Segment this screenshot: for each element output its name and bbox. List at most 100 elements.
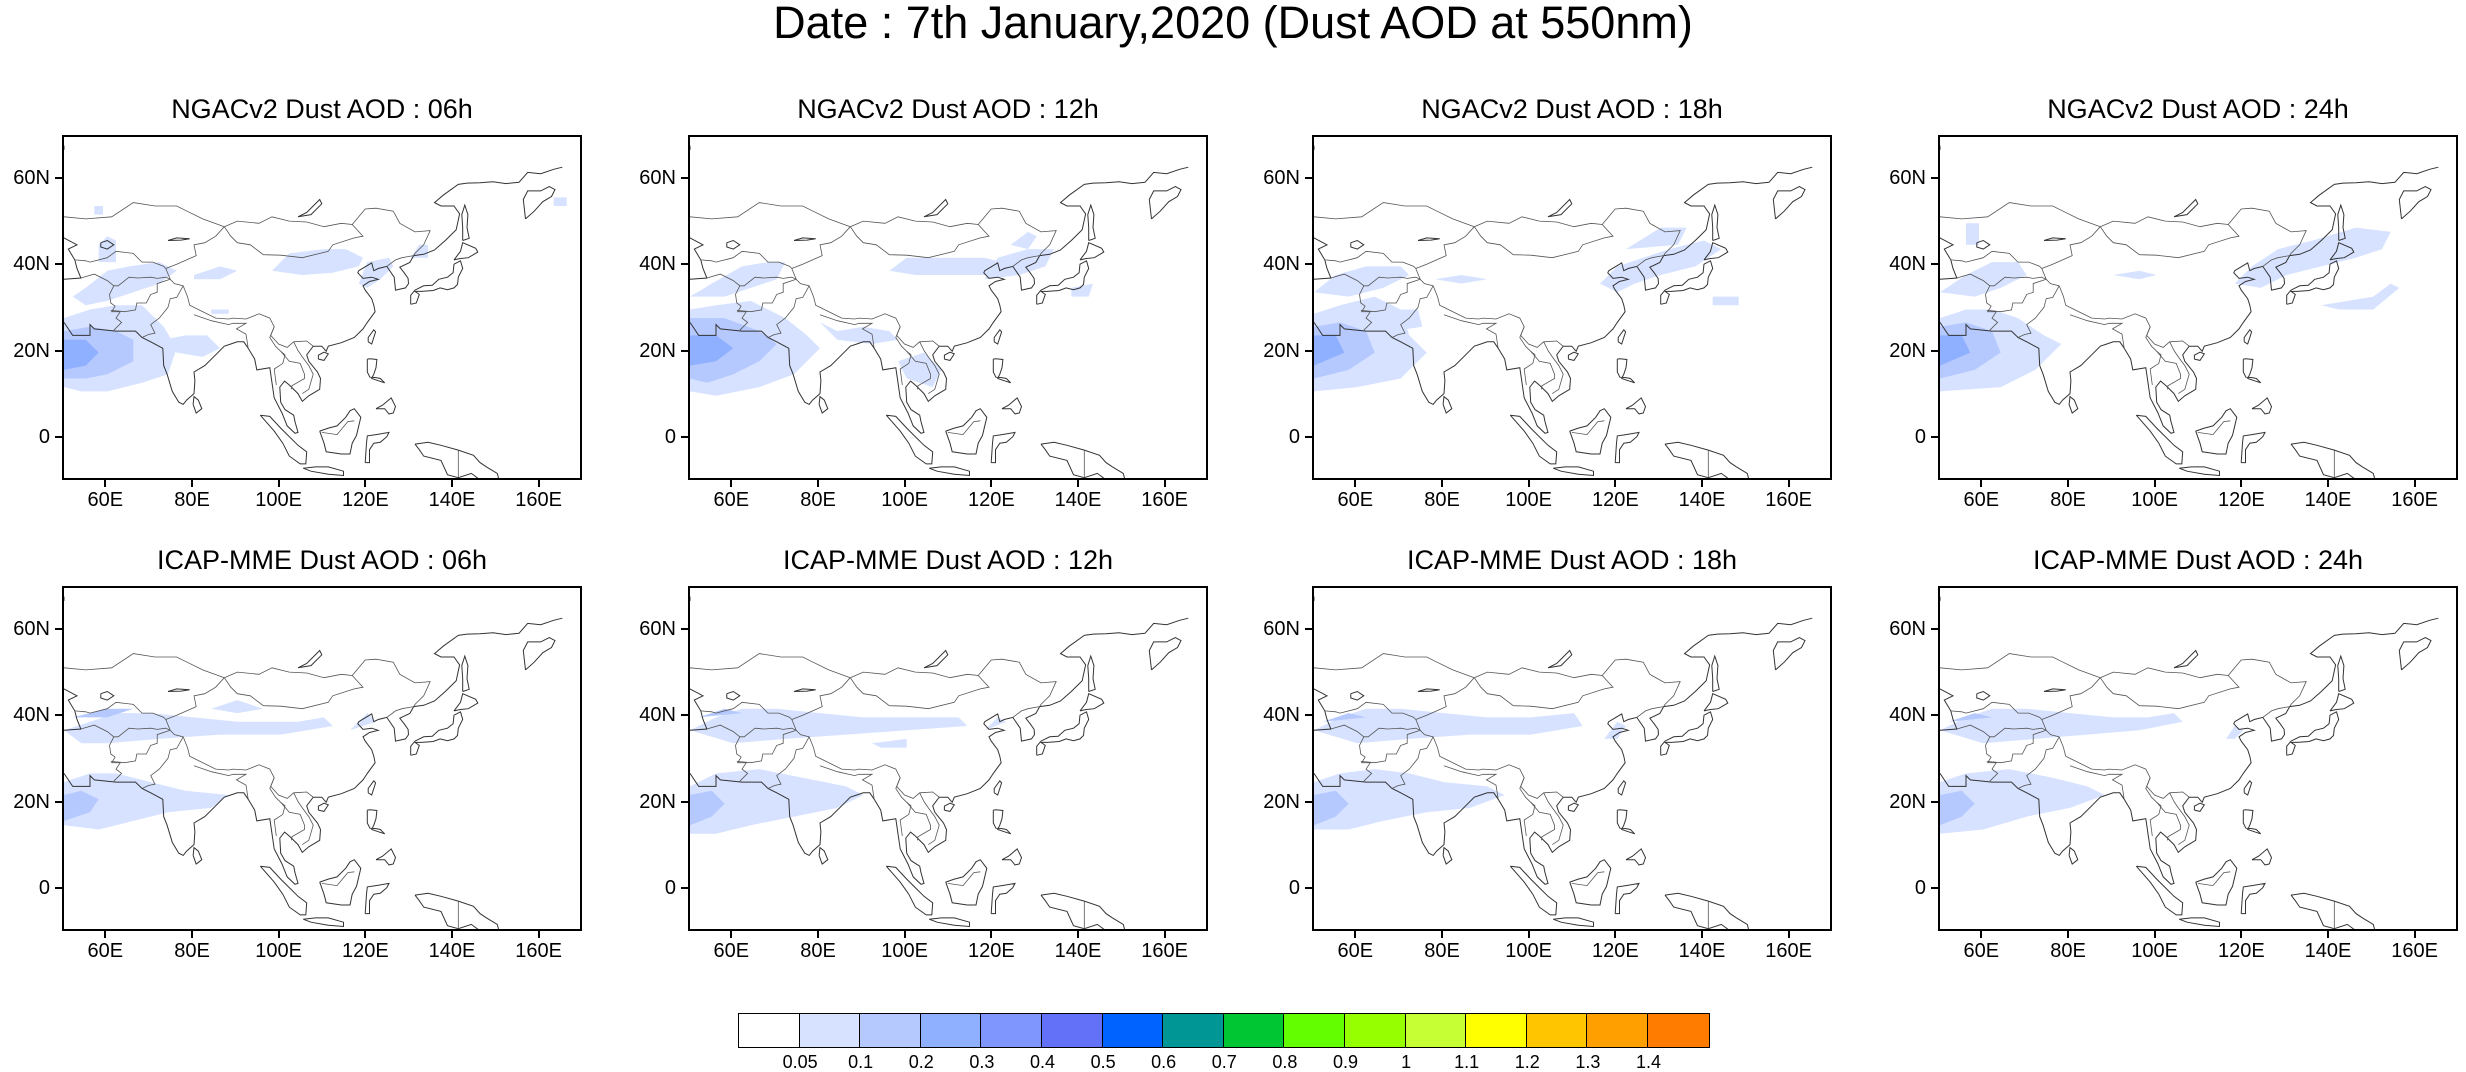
map-panel — [1938, 135, 2458, 480]
coastline — [990, 882, 1016, 915]
colorbar-label: 0.05 — [782, 1052, 818, 1072]
coastline — [2329, 242, 2355, 261]
coastline — [1660, 711, 1714, 756]
longitude-tick — [364, 931, 367, 938]
coastline — [2240, 882, 2266, 915]
dust-aod-region — [690, 708, 968, 744]
coastline — [410, 711, 464, 756]
dust-aod-region — [2234, 227, 2391, 288]
longitude-tick — [2240, 931, 2243, 938]
map-panel — [62, 586, 582, 931]
longitude-tick — [537, 480, 540, 487]
colorbar-box — [1163, 1014, 1224, 1047]
dust-aod-region — [1071, 283, 1093, 297]
longitude-tick — [1441, 480, 1443, 487]
country-border — [165, 226, 314, 348]
country-border — [1940, 202, 2101, 228]
coastline — [690, 237, 708, 280]
coastline — [1079, 693, 1105, 712]
coastline — [690, 688, 708, 731]
country-border — [351, 207, 431, 256]
latitude-tick-label: 0 — [1914, 876, 1926, 899]
coastline — [1976, 690, 1991, 701]
country-border — [700, 250, 793, 269]
latitude-tick — [681, 435, 688, 438]
coastline — [2398, 637, 2432, 671]
latitude-tick-label: 60N — [639, 167, 676, 190]
coastline — [992, 358, 1012, 384]
coastline — [726, 239, 741, 250]
latitude-tick-label: 0 — [664, 876, 676, 899]
longitude-tick-label: 80E — [800, 940, 836, 962]
map-panel — [688, 135, 1208, 480]
aod-colorbar — [738, 1013, 1710, 1048]
longitude-tick — [104, 480, 107, 487]
country-border — [700, 701, 793, 720]
country-border — [919, 792, 940, 845]
country-border — [2099, 216, 2240, 259]
colorbar-box — [1647, 1014, 1709, 1047]
dust-aod-region — [1314, 266, 1410, 297]
colorbar-box — [739, 1014, 800, 1047]
map-canvas — [690, 145, 1189, 478]
latitude-tick-label: 20N — [1263, 790, 1300, 813]
latitude-tick-label: 20N — [1263, 339, 1300, 362]
longitude-tick — [1701, 480, 1703, 487]
coastline — [943, 802, 956, 812]
dust-aod-region — [690, 335, 734, 366]
coastline — [366, 358, 386, 384]
latitude-tick-label: 0 — [1288, 876, 1300, 899]
coastline — [993, 328, 1003, 345]
coastline — [1553, 917, 1594, 928]
country-border — [977, 658, 1057, 707]
country-border — [386, 706, 414, 718]
longitude-tick-label: 160E — [1765, 489, 1813, 511]
country-border — [735, 736, 749, 782]
colorbar-label: 0.5 — [1090, 1052, 1116, 1072]
country-border — [1391, 285, 1434, 338]
latitude-tick — [55, 435, 62, 438]
country-border — [690, 653, 851, 679]
dust-aod-region — [690, 318, 777, 383]
country-border — [2169, 792, 2190, 845]
longitude-tick — [1077, 931, 1079, 938]
country-border — [1519, 326, 1536, 386]
coastline — [2337, 203, 2346, 241]
country-border — [193, 314, 249, 349]
coastline — [1567, 802, 1580, 812]
dust-aod-region — [690, 262, 786, 297]
coastline — [1976, 239, 1991, 250]
country-border — [293, 792, 314, 845]
country-border — [1519, 777, 1536, 837]
longitude-tick — [2240, 480, 2243, 487]
country-border — [2041, 677, 2190, 799]
colorbar-label: 0.6 — [1151, 1052, 1177, 1072]
coastline — [192, 395, 203, 414]
coastline — [366, 809, 386, 835]
map-canvas — [64, 145, 567, 478]
longitude-tick-label: 160E — [1141, 489, 1189, 511]
latitude-tick-label: 60N — [1263, 167, 1300, 190]
longitude-tick-label: 80E — [1424, 489, 1460, 511]
latitude-tick-label: 0 — [1288, 425, 1300, 448]
coastline — [1567, 351, 1580, 361]
longitude-tick-label: 80E — [174, 940, 210, 962]
latitude-tick-label: 0 — [664, 425, 676, 448]
coastline — [367, 779, 377, 796]
country-border — [351, 658, 431, 707]
coastline — [690, 617, 1189, 885]
latitude-tick-label: 60N — [13, 167, 50, 190]
coastline — [414, 441, 499, 478]
longitude-tick-label: 140E — [428, 940, 476, 962]
colorbar-label: 1.4 — [1635, 1052, 1662, 1072]
latitude-tick-label: 0 — [38, 425, 50, 448]
coastline — [1625, 848, 1647, 866]
latitude-tick-label: 40N — [639, 253, 676, 276]
longitude-tick-label: 120E — [967, 940, 1015, 962]
latitude-tick-label: 40N — [639, 704, 676, 727]
dust-aod-region — [350, 713, 376, 731]
panel-title: NGACv2 Dust AOD : 24h — [2047, 94, 2349, 124]
colorbar-label: 0.9 — [1332, 1052, 1359, 1072]
coastline — [2251, 848, 2273, 866]
country-border — [2197, 420, 2231, 436]
